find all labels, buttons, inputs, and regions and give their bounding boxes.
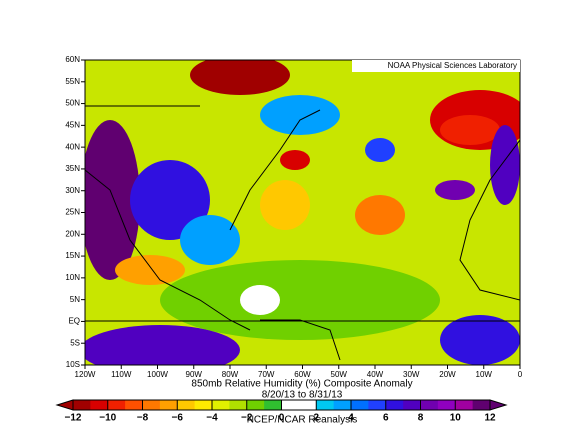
lat-label: EQ bbox=[68, 317, 80, 326]
lat-label: 40N bbox=[65, 142, 80, 151]
colorbar-tick-label: −4 bbox=[206, 413, 218, 424]
colorbar-tick-label: −10 bbox=[99, 413, 116, 424]
date-range: 8/20/13 to 8/31/13 bbox=[262, 390, 343, 401]
lat-label: 55N bbox=[65, 77, 80, 86]
lat-label: 50N bbox=[65, 99, 80, 108]
colorbar-swatch bbox=[472, 400, 491, 410]
colorbar-swatch bbox=[212, 400, 230, 410]
lat-label: 45N bbox=[65, 120, 80, 129]
lon-label: 20W bbox=[439, 370, 456, 379]
lat-label: 25N bbox=[65, 208, 80, 217]
colorbar-tick-label: 0 bbox=[279, 413, 285, 424]
colorbar-swatch bbox=[90, 400, 109, 410]
lat-label: 35N bbox=[65, 164, 80, 173]
lon-label: 30W bbox=[403, 370, 420, 379]
colorbar-swatch bbox=[368, 400, 387, 410]
lon-label: 80W bbox=[222, 370, 239, 379]
lon-label: 60W bbox=[294, 370, 311, 379]
colorbar-tick-label: −12 bbox=[65, 413, 82, 424]
colorbar-high-end bbox=[489, 399, 508, 411]
map-title: 850mb Relative Humidity (%) Composite An… bbox=[191, 379, 412, 390]
colorbar-tick-label: 10 bbox=[450, 413, 462, 424]
colorbar-tick-label: −6 bbox=[172, 413, 184, 424]
colorbar-swatch bbox=[177, 400, 196, 410]
source-box bbox=[352, 60, 520, 72]
colorbar-tick-label: 12 bbox=[484, 413, 496, 424]
colorbar-tick-label: −8 bbox=[137, 413, 149, 424]
lon-label: 0 bbox=[518, 370, 523, 379]
colorbar-swatch bbox=[455, 400, 474, 410]
colorbar-swatch bbox=[351, 400, 369, 410]
map-field bbox=[85, 60, 520, 365]
colorbar-swatch bbox=[403, 400, 421, 410]
lon-label: 40W bbox=[367, 370, 384, 379]
reanalysis-label: NCEP/NCAR Reanalysis bbox=[247, 415, 358, 426]
lat-label: 30N bbox=[65, 186, 80, 195]
lon-label: 120W bbox=[75, 370, 96, 379]
colorbar-tick-label: 2 bbox=[313, 413, 319, 424]
lon-label: 90W bbox=[186, 370, 203, 379]
colorbar-swatch bbox=[194, 400, 213, 410]
colorbar-swatch bbox=[73, 400, 91, 410]
colorbar-tick-label: −2 bbox=[241, 413, 253, 424]
lon-label: 10W bbox=[476, 370, 493, 379]
colorbar-swatch bbox=[281, 400, 300, 410]
colorbar-swatch bbox=[125, 400, 143, 410]
colorbar-swatch bbox=[298, 400, 317, 410]
lon-label: 70W bbox=[258, 370, 275, 379]
lon-label: 100W bbox=[147, 370, 168, 379]
colorbar-tick-label: 4 bbox=[348, 413, 354, 424]
colorbar-low-end bbox=[55, 399, 74, 411]
lat-label: 10S bbox=[66, 360, 80, 369]
lon-label: 110W bbox=[111, 370, 132, 379]
lat-label: 15N bbox=[65, 251, 80, 260]
colorbar-swatch bbox=[264, 400, 282, 410]
colorbar-swatch bbox=[420, 400, 439, 410]
colorbar-swatch bbox=[142, 400, 161, 410]
lat-label: 10N bbox=[65, 273, 80, 282]
colorbar-tick-label: 6 bbox=[383, 413, 389, 424]
colorbar-swatch bbox=[316, 400, 335, 410]
lon-label: 50W bbox=[331, 370, 348, 379]
colorbar-swatch bbox=[333, 400, 352, 410]
lat-label: 20N bbox=[65, 229, 80, 238]
colorbar-swatch bbox=[229, 400, 248, 410]
lat-label: 5N bbox=[70, 295, 80, 304]
colorbar-swatch bbox=[437, 400, 456, 410]
source-label: NOAA Physical Sciences Laboratory bbox=[388, 61, 517, 70]
colorbar-tick-label: 8 bbox=[418, 413, 424, 424]
colorbar-swatch bbox=[246, 400, 265, 410]
colorbar-swatch bbox=[385, 400, 404, 410]
colorbar-swatch bbox=[107, 400, 126, 410]
lat-label: 60N bbox=[65, 55, 80, 64]
lat-label: 5S bbox=[70, 338, 80, 347]
colorbar-swatch bbox=[159, 400, 178, 410]
